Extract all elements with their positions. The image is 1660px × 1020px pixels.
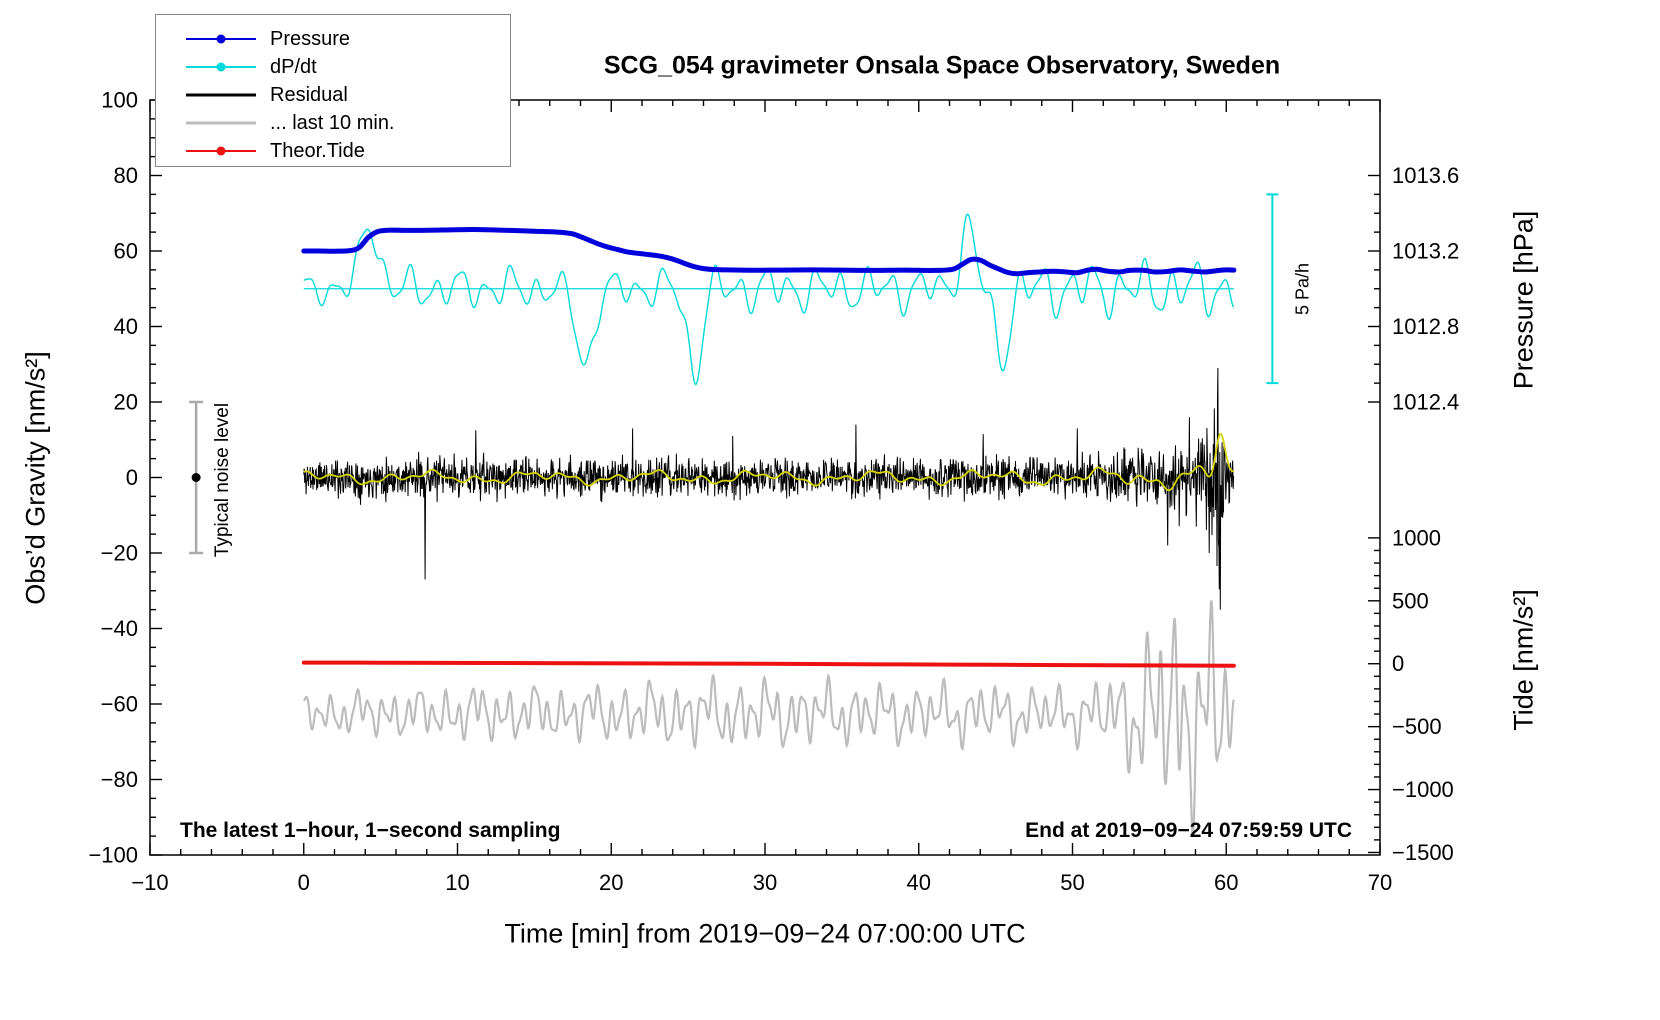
- pressure-rate-scale-annotation: 5 Pa/h: [1292, 262, 1313, 316]
- svg-text:−100: −100: [88, 843, 138, 868]
- chart-title: SCG_054 gravimeter Onsala Space Observat…: [603, 51, 1281, 80]
- svg-text:20: 20: [114, 390, 138, 415]
- svg-text:−60: −60: [101, 692, 138, 717]
- legend-marker-dpdt: [186, 57, 256, 77]
- x-axis-label: Time [min] from 2019−09−24 07:00:00 UTC: [504, 918, 1026, 949]
- svg-text:1012.4: 1012.4: [1392, 390, 1459, 415]
- legend-label-last10: ... last 10 min.: [270, 111, 395, 134]
- legend-item-residual: Residual: [156, 81, 510, 109]
- svg-text:60: 60: [1214, 870, 1238, 895]
- svg-text:50: 50: [1060, 870, 1084, 895]
- svg-text:40: 40: [907, 870, 931, 895]
- y-axis-label-tide: Tide [nm/s²]: [1508, 589, 1539, 731]
- legend-item-tide: Theor.Tide: [156, 137, 510, 165]
- noise-level-annotation: Typical noise level: [212, 402, 233, 558]
- legend-label-tide: Theor.Tide: [270, 139, 365, 162]
- svg-text:1013.2: 1013.2: [1392, 239, 1459, 264]
- svg-text:1012.8: 1012.8: [1392, 314, 1459, 339]
- svg-text:−20: −20: [101, 541, 138, 566]
- svg-text:−80: −80: [101, 767, 138, 792]
- legend-item-dpdt: dP/dt: [156, 53, 510, 81]
- y-axis-label-gravity: Obs’d Gravity [nm/s²]: [20, 351, 51, 605]
- svg-text:−1500: −1500: [1392, 840, 1454, 865]
- legend-marker-residual: [186, 85, 256, 105]
- svg-text:70: 70: [1368, 870, 1392, 895]
- svg-text:10: 10: [445, 870, 469, 895]
- svg-text:−1000: −1000: [1392, 777, 1454, 802]
- svg-text:1013.6: 1013.6: [1392, 163, 1459, 188]
- svg-text:0: 0: [126, 465, 138, 490]
- svg-text:0: 0: [298, 870, 310, 895]
- end-time-note: End at 2019−09−24 07:59:59 UTC: [1025, 819, 1352, 842]
- svg-text:100: 100: [101, 88, 138, 113]
- legend-label-dpdt: dP/dt: [270, 55, 317, 78]
- legend-item-last10: ... last 10 min.: [156, 109, 510, 137]
- svg-text:30: 30: [753, 870, 777, 895]
- svg-text:80: 80: [114, 163, 138, 188]
- legend: Pressure dP/dt Residual ... last 10 min.…: [155, 14, 511, 167]
- svg-text:−500: −500: [1392, 714, 1442, 739]
- sampling-note: The latest 1−hour, 1−second sampling: [180, 819, 561, 842]
- legend-label-pressure: Pressure: [270, 27, 351, 50]
- svg-text:−10: −10: [131, 870, 168, 895]
- y-axis-label-pressure: Pressure [hPa]: [1508, 210, 1539, 390]
- legend-marker-last10: [186, 113, 256, 133]
- svg-text:60: 60: [114, 239, 138, 264]
- svg-text:500: 500: [1392, 588, 1429, 613]
- svg-text:0: 0: [1392, 651, 1404, 676]
- svg-text:1000: 1000: [1392, 525, 1441, 550]
- legend-marker-pressure: [186, 29, 256, 49]
- legend-item-pressure: Pressure: [156, 25, 510, 53]
- svg-text:−40: −40: [101, 616, 138, 641]
- legend-label-residual: Residual: [270, 83, 348, 106]
- svg-text:40: 40: [114, 314, 138, 339]
- legend-marker-tide: [186, 141, 256, 161]
- svg-text:20: 20: [599, 870, 623, 895]
